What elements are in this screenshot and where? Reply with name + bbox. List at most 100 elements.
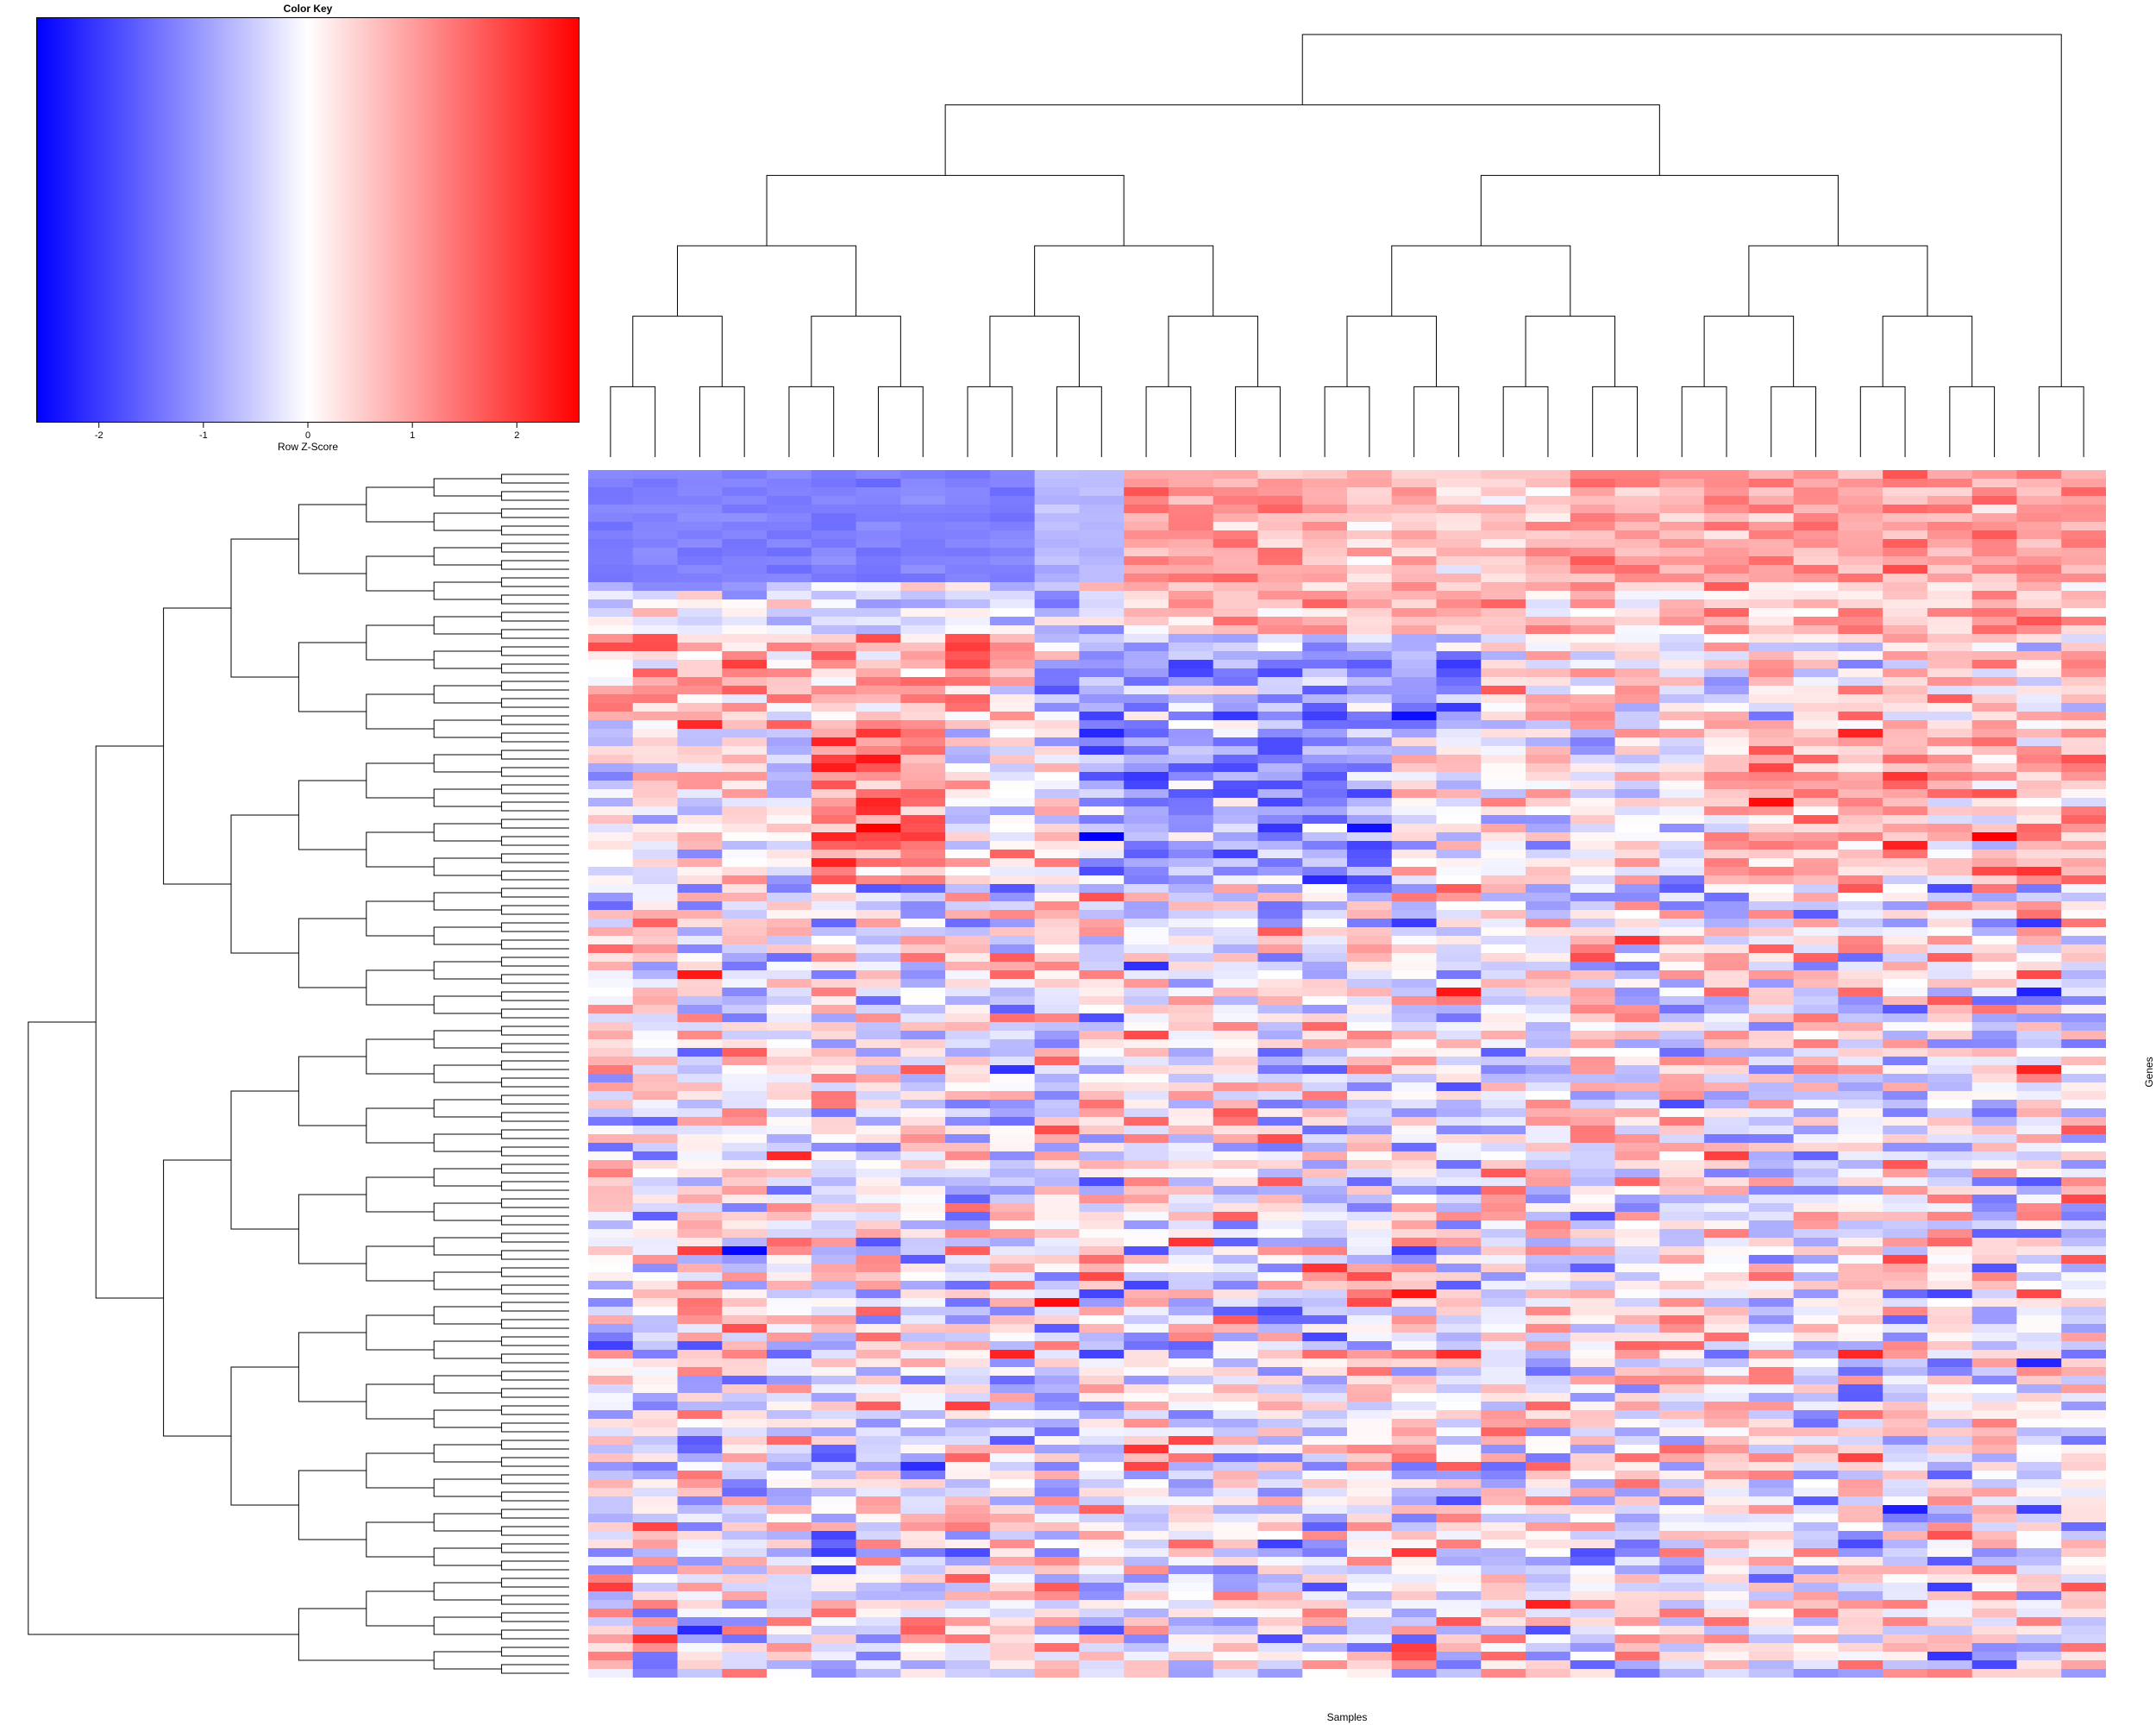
heatmap-cell (1257, 1350, 1303, 1359)
heatmap-cell (1793, 1496, 1839, 1506)
heatmap-cell (1079, 927, 1125, 937)
heatmap-cell (767, 1074, 812, 1083)
heatmap-cell (1927, 487, 1973, 497)
heatmap-cell (2061, 1100, 2106, 1109)
heatmap-cell (1838, 1427, 1883, 1437)
heatmap-cell (1704, 1100, 1750, 1109)
key-tick-label: 0 (305, 430, 310, 441)
heatmap-cell (1481, 634, 1526, 643)
heatmap-cell (811, 824, 857, 833)
heatmap-cell (811, 1471, 857, 1480)
heatmap-cell (632, 668, 679, 678)
heatmap-cell (722, 1333, 768, 1342)
heatmap-cell (900, 927, 946, 937)
heatmap-cell (1079, 798, 1125, 807)
heatmap-cell (1570, 1315, 1616, 1325)
heatmap-cell (945, 1609, 991, 1618)
heatmap-cell (1526, 1134, 1571, 1144)
heatmap-cell (722, 1100, 768, 1109)
dendrogram-branch (501, 577, 569, 587)
heatmap-cell (1927, 1195, 1973, 1204)
heatmap-cell (2016, 858, 2062, 868)
heatmap-cell (1927, 530, 1973, 540)
heatmap-cell (1302, 763, 1348, 773)
heatmap-cell (1436, 953, 1482, 963)
heatmap-cell (1614, 1117, 1660, 1126)
heatmap-cell (767, 1393, 812, 1402)
heatmap-cell (1793, 1022, 1839, 1032)
heatmap-cell (1436, 1652, 1482, 1661)
heatmap-cell (1034, 1134, 1081, 1144)
heatmap-cell (1257, 1126, 1303, 1135)
heatmap-cell (1481, 737, 1526, 747)
heatmap-cell (1526, 1531, 1571, 1540)
heatmap-cell (1079, 1186, 1125, 1195)
heatmap-cell (1124, 1436, 1169, 1446)
dendrogram-branch (501, 1077, 569, 1088)
heatmap-cell (767, 772, 812, 781)
heatmap-cell (677, 1143, 723, 1152)
dendrogram-branch (501, 939, 569, 950)
heatmap-cell (1436, 1272, 1482, 1282)
heatmap-cell (1838, 582, 1883, 592)
heatmap-cell (1481, 625, 1526, 635)
heatmap-cell (1526, 1479, 1571, 1489)
heatmap-cell (1883, 1074, 1928, 1083)
heatmap-cell (1704, 1471, 1750, 1480)
heatmap-cell (1124, 496, 1169, 505)
heatmap-cell (588, 1212, 634, 1221)
heatmap-cell (1034, 539, 1081, 549)
heatmap-cell (1883, 1039, 1928, 1049)
heatmap-cell (811, 1005, 857, 1014)
dendrogram-branch (433, 1375, 502, 1394)
heatmap-cell (1704, 1367, 1750, 1377)
heatmap-cell (1034, 660, 1081, 669)
heatmap-cell (1927, 996, 1973, 1006)
heatmap-cell (1883, 1272, 1928, 1282)
heatmap-cell (1124, 979, 1169, 988)
heatmap-cell (1034, 686, 1081, 695)
heatmap-cell (588, 1255, 634, 1264)
heatmap-cell (588, 1488, 634, 1497)
heatmap-cell (1748, 608, 1795, 618)
heatmap-cell (767, 1471, 812, 1480)
heatmap-cell (1614, 858, 1660, 868)
heatmap-cell (1302, 1410, 1348, 1420)
heatmap-cell (1793, 668, 1839, 678)
heatmap-cell (1079, 746, 1125, 756)
heatmap-cell (2016, 1488, 2062, 1497)
heatmap-cell (1971, 1531, 2018, 1540)
heatmap-cell (722, 1479, 768, 1489)
dendrogram-branch (501, 1474, 569, 1484)
heatmap-cell (1793, 772, 1839, 781)
heatmap-cell (1793, 1660, 1839, 1670)
heatmap-cell (1883, 927, 1928, 937)
heatmap-cell (1526, 599, 1571, 609)
heatmap-cell (1481, 686, 1526, 695)
heatmap-cell (811, 1160, 857, 1170)
heatmap-cell (677, 703, 723, 712)
heatmap-cell (1302, 686, 1348, 695)
heatmap-cell (1302, 970, 1348, 980)
heatmap-cell (588, 1203, 634, 1213)
heatmap-cell (1436, 1324, 1482, 1333)
heatmap-cell (767, 919, 812, 928)
heatmap-cell (900, 625, 946, 635)
heatmap-cell (1614, 789, 1660, 799)
heatmap-cell (1704, 1065, 1750, 1075)
heatmap-cell (1793, 1488, 1839, 1497)
heatmap-cell (677, 617, 723, 626)
heatmap-cell (1257, 1333, 1303, 1342)
heatmap-cell (1347, 599, 1393, 609)
heatmap-cell (1614, 841, 1660, 850)
dendrogram-branch (501, 870, 569, 881)
heatmap-cell (1391, 1203, 1438, 1213)
heatmap-cell (1213, 677, 1259, 687)
heatmap-cell (1347, 1583, 1393, 1592)
heatmap-cell (588, 1376, 634, 1385)
heatmap-cell (1034, 565, 1081, 574)
heatmap-cell (1748, 1410, 1795, 1420)
heatmap-cell (989, 1315, 1036, 1325)
heatmap-cell (1748, 1341, 1795, 1351)
heatmap-cell (1168, 1522, 1214, 1532)
